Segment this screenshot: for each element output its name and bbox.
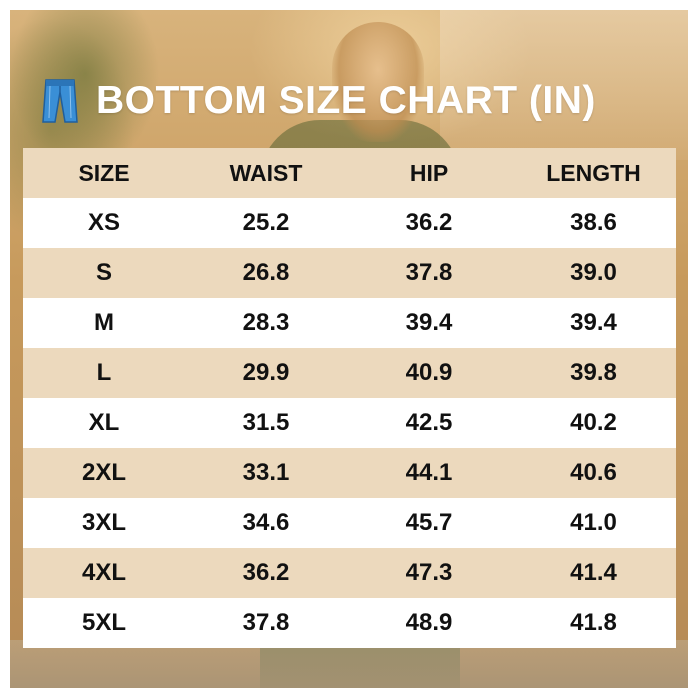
cell-length: 39.0	[511, 248, 676, 298]
title-row: BOTTOM SIZE CHART (IN)	[40, 74, 670, 128]
cell-size: S	[23, 248, 185, 298]
jeans-icon	[42, 79, 78, 123]
table-row: L 29.9 40.9 39.8	[23, 348, 676, 398]
table-row: 3XL 34.6 45.7 41.0	[23, 498, 676, 548]
table-row: 4XL 36.2 47.3 41.4	[23, 548, 676, 598]
table-row: XL 31.5 42.5 40.2	[23, 398, 676, 448]
cell-hip: 40.9	[347, 348, 511, 398]
header-waist: WAIST	[185, 148, 347, 198]
table-row: 2XL 33.1 44.1 40.6	[23, 448, 676, 498]
cell-hip: 48.9	[347, 598, 511, 648]
cell-hip: 39.4	[347, 298, 511, 348]
table-row: M 28.3 39.4 39.4	[23, 298, 676, 348]
background-building	[440, 10, 688, 160]
cell-size: XS	[23, 198, 185, 248]
cell-hip: 45.7	[347, 498, 511, 548]
cell-size: M	[23, 298, 185, 348]
cell-hip: 44.1	[347, 448, 511, 498]
cell-hip: 47.3	[347, 548, 511, 598]
cell-size: XL	[23, 398, 185, 448]
table-header-row: SIZE WAIST HIP LENGTH	[23, 148, 676, 198]
header-hip: HIP	[347, 148, 511, 198]
cell-length: 39.4	[511, 298, 676, 348]
cell-length: 40.6	[511, 448, 676, 498]
background-tree	[10, 10, 160, 170]
cell-size: 5XL	[23, 598, 185, 648]
cell-waist: 34.6	[185, 498, 347, 548]
table-row: XS 25.2 36.2 38.6	[23, 198, 676, 248]
cell-length: 41.4	[511, 548, 676, 598]
header-size: SIZE	[23, 148, 185, 198]
cell-hip: 37.8	[347, 248, 511, 298]
table-row: S 26.8 37.8 39.0	[23, 248, 676, 298]
page-title: BOTTOM SIZE CHART (IN)	[96, 79, 596, 122]
cell-waist: 36.2	[185, 548, 347, 598]
cell-hip: 42.5	[347, 398, 511, 448]
cell-waist: 29.9	[185, 348, 347, 398]
header-length: LENGTH	[511, 148, 676, 198]
cell-length: 40.2	[511, 398, 676, 448]
cell-length: 38.6	[511, 198, 676, 248]
cell-length: 39.8	[511, 348, 676, 398]
cell-waist: 25.2	[185, 198, 347, 248]
table-row: 5XL 37.8 48.9 41.8	[23, 598, 676, 648]
cell-waist: 37.8	[185, 598, 347, 648]
cell-waist: 31.5	[185, 398, 347, 448]
cell-size: 3XL	[23, 498, 185, 548]
cell-waist: 26.8	[185, 248, 347, 298]
cell-size: 4XL	[23, 548, 185, 598]
background-ground	[10, 640, 688, 688]
cell-length: 41.0	[511, 498, 676, 548]
cell-hip: 36.2	[347, 198, 511, 248]
cell-size: 2XL	[23, 448, 185, 498]
cell-waist: 33.1	[185, 448, 347, 498]
cell-length: 41.8	[511, 598, 676, 648]
cell-waist: 28.3	[185, 298, 347, 348]
size-chart-table: SIZE WAIST HIP LENGTH XS 25.2 36.2 38.6 …	[23, 148, 676, 648]
background-model-head	[332, 22, 424, 142]
cell-size: L	[23, 348, 185, 398]
